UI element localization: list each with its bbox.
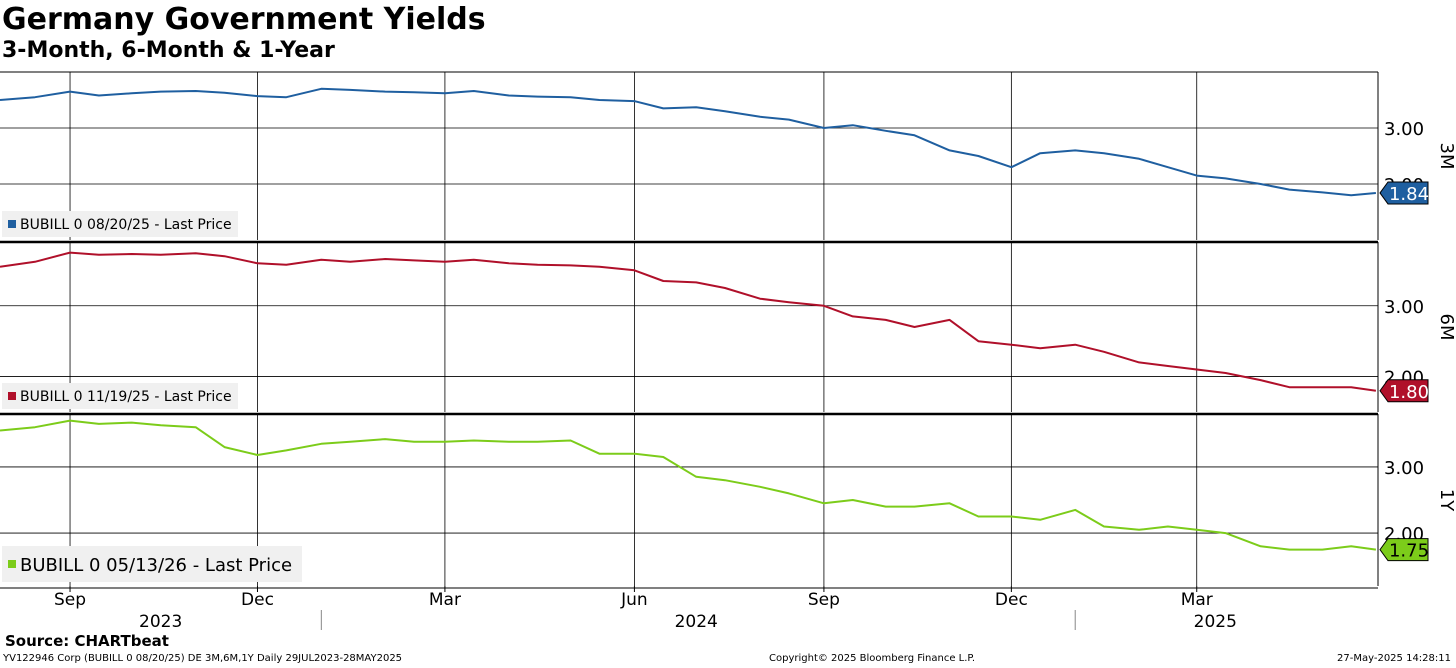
x-year-label: 2024 — [675, 612, 718, 632]
x-year-label: 2023 — [139, 612, 182, 632]
legend-label: BUBILL 0 05/13/26 - Last Price — [20, 555, 292, 576]
legend-swatch — [8, 220, 16, 228]
x-month-label: Sep — [54, 590, 86, 610]
last-value-tag — [1379, 379, 1429, 403]
x-month-label: Dec — [995, 590, 1028, 610]
series-line — [0, 251, 1377, 392]
panel-axis-label: 6M — [1436, 314, 1456, 341]
legend-box — [2, 383, 238, 409]
chart-subtitle: 3-Month, 6-Month & 1-Year — [2, 38, 335, 63]
x-month-label: Sep — [808, 590, 840, 610]
last-value-label: 1.75 — [1389, 541, 1429, 562]
panel-axis-label: 3M — [1436, 143, 1456, 170]
legend-label: BUBILL 0 11/19/25 - Last Price — [20, 389, 232, 405]
footer-timestamp: 27-May-2025 14:28:11 — [1337, 653, 1451, 664]
x-year-label: 2025 — [1194, 612, 1237, 632]
footer-copyright: Copyright© 2025 Bloomberg Finance L.P. — [769, 653, 976, 664]
legend-label: BUBILL 0 08/20/25 - Last Price — [20, 217, 232, 233]
series-line — [0, 87, 1376, 197]
last-value-tag — [1379, 181, 1429, 205]
last-value-label: 1.80 — [1389, 382, 1429, 403]
legend-box — [2, 211, 238, 237]
last-value-tag — [1379, 538, 1429, 562]
y-tick-label: 3.00 — [1384, 297, 1424, 318]
legend-swatch — [8, 560, 16, 568]
chart-title: Germany Government Yields — [2, 2, 486, 37]
footer-security-info: YV122946 Corp (BUBILL 0 08/20/25) DE 3M,… — [3, 653, 403, 664]
legend-box — [2, 546, 302, 582]
y-tick-label: 3.00 — [1384, 119, 1424, 140]
x-month-label: Jun — [620, 590, 648, 610]
series-line — [0, 419, 1377, 551]
x-month-label: Dec — [241, 590, 274, 610]
y-tick-label: 3.00 — [1384, 458, 1424, 479]
panel-axis-label: 1Y — [1436, 489, 1456, 512]
last-value-label: 1.84 — [1389, 184, 1429, 205]
x-month-label: Mar — [1181, 590, 1213, 610]
legend-swatch — [8, 392, 16, 400]
x-month-label: Mar — [429, 590, 461, 610]
source-note: Source: CHARTbeat — [5, 632, 169, 650]
